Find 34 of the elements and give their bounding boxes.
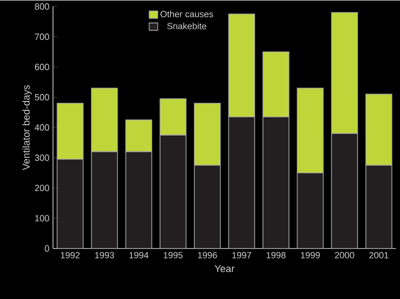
y-tick-label: 500 bbox=[34, 94, 50, 100]
y-axis-title: Ventilator bed-days bbox=[22, 84, 32, 170]
bar bbox=[365, 164, 392, 248]
bar bbox=[56, 158, 84, 248]
legend-label: Other causes bbox=[160, 10, 214, 18]
x-tick-label: 1993 bbox=[95, 252, 114, 258]
x-axis-title: Year bbox=[214, 264, 234, 272]
bar bbox=[262, 116, 290, 248]
x-tick-label: 1996 bbox=[198, 252, 217, 258]
x-tick-label: 1995 bbox=[164, 252, 183, 258]
x-tick-label: 1992 bbox=[60, 252, 80, 258]
bar bbox=[296, 172, 324, 248]
bar bbox=[194, 164, 221, 248]
x-tick-label: 1998 bbox=[266, 252, 286, 258]
x-tick-label: 1999 bbox=[300, 252, 320, 258]
y-tick-label: 100 bbox=[35, 214, 50, 222]
x-tick-label: 1997 bbox=[232, 252, 252, 258]
bar bbox=[125, 119, 152, 152]
y-tick-label: 800 bbox=[34, 3, 50, 10]
x-tick-label: 1994 bbox=[129, 252, 148, 258]
x-tick-label: 2001 bbox=[369, 252, 388, 258]
bar bbox=[228, 116, 256, 248]
bar bbox=[160, 134, 186, 248]
y-tick-label: 0 bbox=[44, 245, 50, 252]
bar bbox=[91, 151, 118, 248]
bar bbox=[125, 151, 152, 248]
bar bbox=[331, 132, 358, 248]
legend-label: Snakebite bbox=[167, 22, 206, 30]
y-tick-label: 600 bbox=[34, 64, 50, 70]
y-tick-label: 200 bbox=[34, 184, 50, 191]
y-tick-label: 400 bbox=[34, 124, 50, 130]
y-tick-label: 300 bbox=[34, 154, 50, 161]
x-tick-label: 2000 bbox=[335, 252, 354, 258]
y-tick-label: 700 bbox=[34, 33, 50, 40]
